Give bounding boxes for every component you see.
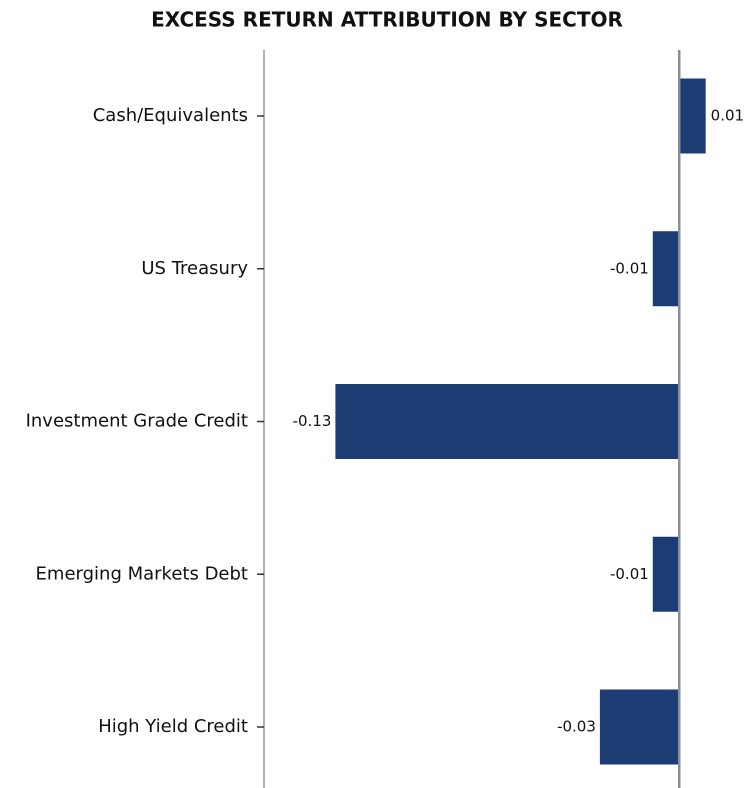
y-tick-label: High Yield Credit (98, 716, 248, 737)
value-label: -0.13 (293, 412, 332, 430)
value-label: -0.03 (557, 718, 596, 736)
y-tick-label: Cash/Equivalents (93, 105, 248, 126)
value-label: -0.01 (610, 565, 649, 583)
bar (679, 78, 706, 154)
value-label: 0.01 (711, 107, 744, 125)
bar (335, 384, 680, 459)
y-tick-label: Investment Grade Credit (26, 411, 248, 432)
value-label: -0.01 (610, 259, 649, 277)
y-tick-label: US Treasury (141, 258, 248, 279)
y-tick-label: Emerging Markets Debt (36, 563, 248, 584)
bar (652, 536, 680, 612)
bar (599, 689, 680, 765)
chart-title: EXCESS RETURN ATTRIBUTION BY SECTOR (151, 8, 623, 32)
bar (652, 231, 680, 307)
